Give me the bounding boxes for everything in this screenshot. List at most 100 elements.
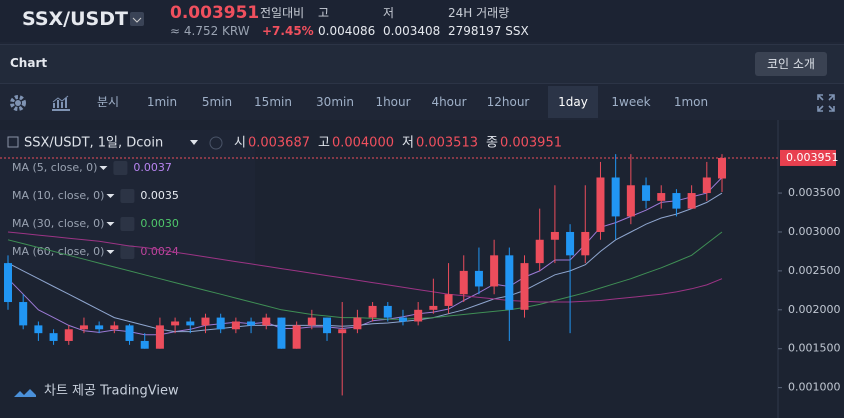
- interval-button[interactable]: 1day: [548, 86, 598, 118]
- high: 0.004086: [318, 24, 376, 38]
- ma-settings[interactable]: [120, 217, 135, 231]
- panel-title: Chart: [10, 56, 48, 70]
- coin-info-button[interactable]: 코인 소개: [755, 52, 827, 76]
- low-label: 저: [383, 6, 395, 20]
- interval-button[interactable]: 4hour: [431, 95, 467, 109]
- ma-name: MA (30, close, 0): [12, 217, 104, 230]
- ma-dropdown[interactable]: [106, 250, 115, 254]
- y-tick-label: 0.002500: [788, 264, 841, 277]
- candle-body: [338, 329, 347, 334]
- symbol-dropdown[interactable]: [190, 140, 198, 145]
- interval-button[interactable]: 1mon: [673, 95, 709, 109]
- volume: 2798197 SSX: [448, 24, 529, 38]
- candle-body: [292, 325, 301, 349]
- chart-panel-header: Chart 코인 소개: [0, 44, 844, 84]
- ma-value: 0.0037: [133, 161, 172, 174]
- candle-body: [277, 317, 286, 349]
- candle-body: [4, 263, 12, 303]
- candle-body: [429, 305, 438, 310]
- high-label: 고: [318, 6, 330, 20]
- ma-line: [7, 231, 723, 303]
- change-label: 전일대비: [260, 6, 305, 20]
- candle-body: [687, 193, 696, 209]
- candle-body: [368, 305, 377, 318]
- interval-button[interactable]: 30min: [316, 95, 354, 109]
- ma-name: MA (60, close, 0): [12, 245, 104, 258]
- candle-body: [550, 231, 559, 240]
- ohlc-label: 종: [486, 136, 498, 151]
- candle-body: [262, 317, 271, 326]
- interval-button[interactable]: 1hour: [375, 95, 411, 109]
- candle-body: [490, 255, 499, 287]
- candle-body: [398, 317, 407, 322]
- chart: SSX/USDT, 1일, Dcoin 시 0.003687 고 0.004000 저 0…: [0, 120, 844, 418]
- interval-button[interactable]: 15min: [254, 95, 292, 109]
- ma-name: MA (5, close, 0): [12, 161, 97, 174]
- candle-body: [307, 317, 316, 326]
- candle-body: [19, 302, 28, 326]
- last-price-box: [780, 149, 836, 166]
- y-tick-label: 0.001500: [788, 342, 841, 355]
- candle-body: [231, 321, 240, 330]
- ma-settings[interactable]: [120, 245, 135, 259]
- candle-body: [216, 317, 225, 330]
- ohlc-label: 시: [234, 136, 246, 151]
- interval-button[interactable]: 1week: [611, 95, 651, 109]
- candle-body: [171, 321, 180, 326]
- price: 0.003951: [170, 3, 260, 23]
- candle-body: [718, 157, 726, 179]
- change: +7.45%: [262, 24, 314, 38]
- candle-body: [110, 325, 119, 330]
- collapse-icon[interactable]: [7, 136, 19, 148]
- ma-value: 0.0030: [140, 217, 179, 230]
- last-price-label: 0.003951: [786, 151, 839, 164]
- candle-body: [247, 321, 256, 326]
- fullscreen-icon[interactable]: [816, 93, 836, 113]
- indicator-icon[interactable]: [50, 94, 72, 112]
- ma-dropdown[interactable]: [106, 194, 115, 198]
- interval-button[interactable]: 분시: [96, 95, 120, 109]
- ma-dropdown[interactable]: [99, 166, 108, 170]
- candle-body: [474, 270, 483, 287]
- ma-line: [7, 231, 723, 320]
- candle-body: [581, 231, 590, 256]
- y-tick-label: 0.002000: [788, 303, 841, 316]
- volume-label: 24H 거래량: [448, 6, 510, 20]
- legend-symbol: SSX/USDT, 1일, Dcoin: [24, 136, 163, 151]
- ma-dropdown[interactable]: [106, 222, 115, 226]
- interval-button[interactable]: 5min: [201, 95, 233, 109]
- candle-body: [642, 185, 651, 201]
- candle-body: [201, 317, 210, 326]
- candle-body: [520, 263, 529, 310]
- interval-button[interactable]: 12hour: [486, 95, 530, 109]
- candle-body: [125, 325, 134, 341]
- candle-body: [505, 255, 514, 310]
- candle-body: [140, 340, 149, 349]
- candle-body: [596, 177, 605, 232]
- toolbar: 분시 1min 5min 15min 30min 1hour 4hour 12hour 1day…: [0, 86, 844, 118]
- settings-icon[interactable]: [8, 93, 28, 113]
- candle-body: [79, 325, 88, 330]
- interval-button[interactable]: 1min: [146, 95, 178, 109]
- candle-body: [64, 329, 73, 341]
- candle-body: [566, 231, 575, 256]
- y-tick-label: 0.003500: [788, 186, 841, 199]
- ma-name: MA (10, close, 0): [12, 189, 104, 202]
- candle-body: [186, 321, 195, 326]
- candle-body: [353, 317, 362, 330]
- ma-settings[interactable]: [113, 161, 128, 175]
- ohlc-value: 0.003513: [416, 136, 478, 151]
- ohlc-value: 0.003687: [248, 136, 310, 151]
- candle-body: [702, 177, 711, 194]
- ma-settings[interactable]: [120, 189, 135, 203]
- header: SSX/USDT 0.003951 ≈ 4.752 KRW 전일대비 +7.45…: [0, 0, 844, 42]
- ohlc-value: 0.004000: [332, 136, 394, 151]
- candle-body: [155, 325, 164, 349]
- candle-body: [626, 185, 635, 217]
- pair-dropdown[interactable]: [130, 12, 144, 26]
- candle-body: [323, 317, 332, 334]
- candle-body: [414, 309, 423, 322]
- candle-body: [672, 193, 681, 209]
- candle-body: [383, 305, 392, 318]
